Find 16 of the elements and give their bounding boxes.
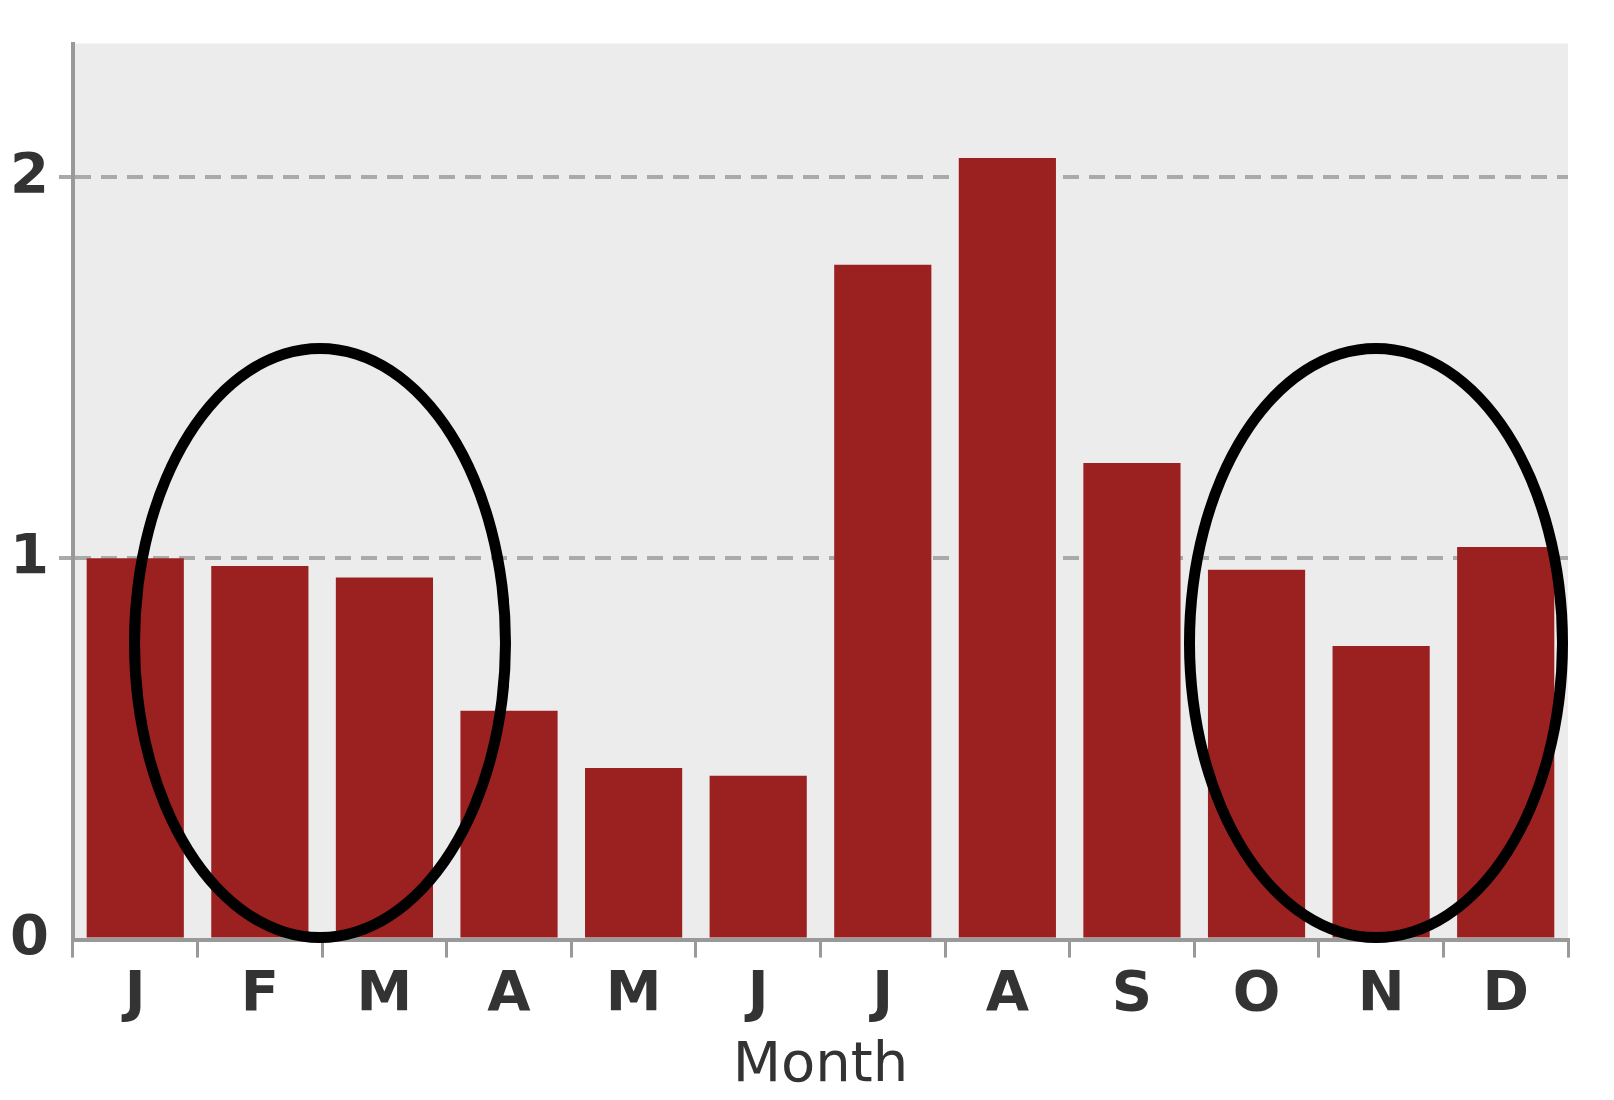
x-tick-label: J bbox=[743, 957, 769, 1023]
x-tick-label: S bbox=[1111, 957, 1153, 1023]
x-tick-label: A bbox=[985, 957, 1030, 1023]
y-tick-label: 0 bbox=[10, 902, 49, 968]
x-tick-label: F bbox=[240, 957, 279, 1023]
x-tick-label: A bbox=[487, 957, 532, 1023]
x-tick-label: D bbox=[1482, 957, 1529, 1023]
x-tick-label: M bbox=[356, 957, 413, 1023]
x-tick-label: O bbox=[1232, 957, 1281, 1023]
x-tick-label: M bbox=[605, 957, 662, 1023]
x-tick-label: N bbox=[1357, 957, 1405, 1023]
y-tick-label: 1 bbox=[10, 520, 49, 586]
y-tick-label: 2 bbox=[10, 139, 49, 205]
x-tick-label: J bbox=[120, 957, 146, 1023]
x-axis-title: Month bbox=[732, 1028, 909, 1094]
x-tick-label: J bbox=[868, 957, 894, 1023]
